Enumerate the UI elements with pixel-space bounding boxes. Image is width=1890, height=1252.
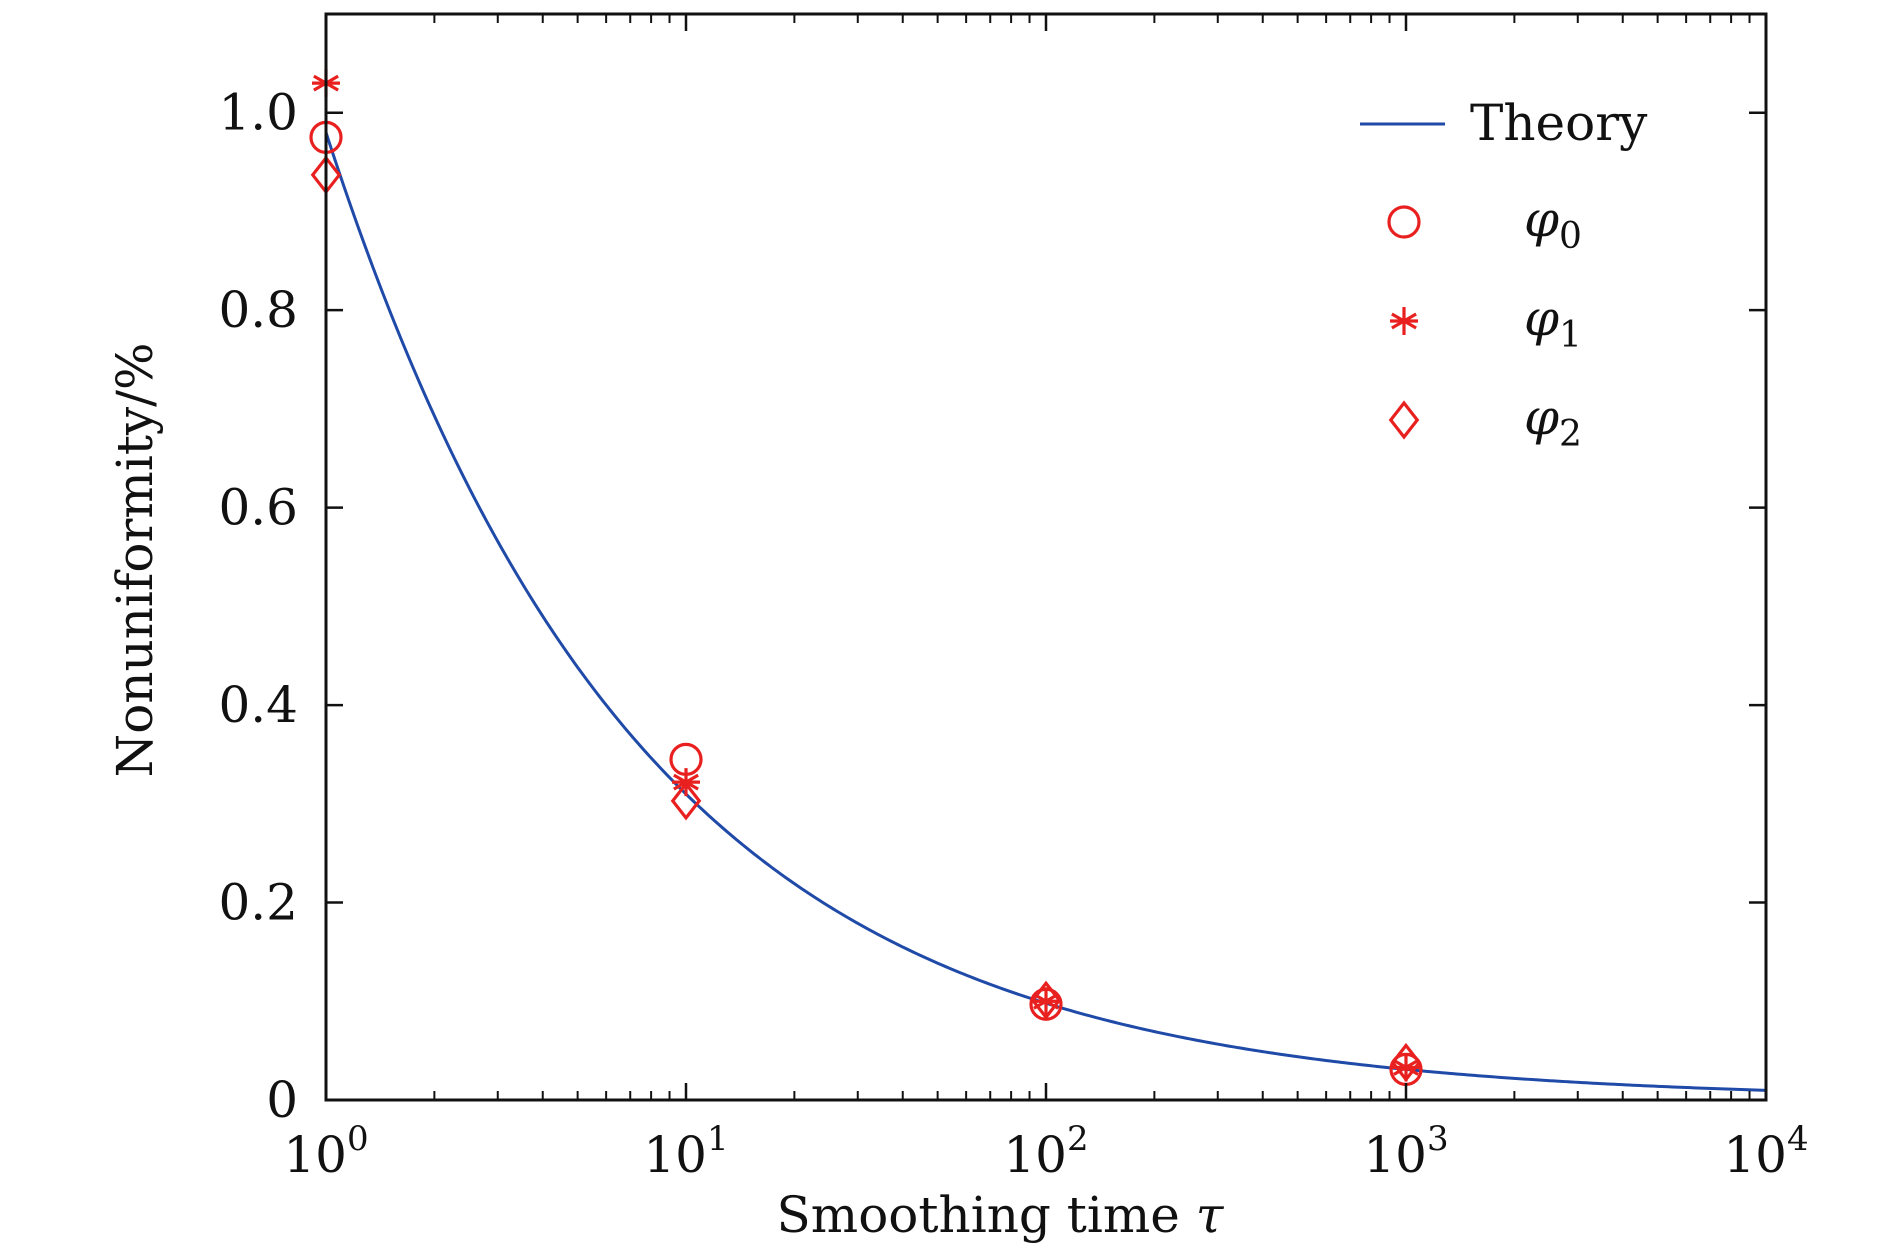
- legend-circle-swatch-shape: [1387, 205, 1421, 239]
- point-diamond-2-2-shape: [1030, 980, 1062, 1020]
- x-tick-label-exponent: 2: [1067, 1119, 1089, 1159]
- data-marks: [309, 69, 1423, 1086]
- x-tick-label-exponent: 1: [707, 1119, 729, 1159]
- legend-label-1: φ1: [1524, 289, 1582, 356]
- x-tick-label-exponent: 4: [1787, 1119, 1809, 1159]
- point-diamond-2-3-shape: [1390, 1042, 1422, 1083]
- y-tick-label-4: 0.8: [218, 281, 298, 339]
- point-diamond-2-1-shape: [670, 781, 702, 821]
- point-asterisk-1-2: [1032, 987, 1060, 1016]
- point-diamond-2-2: [1030, 980, 1062, 1020]
- legend-circle-swatch: [1387, 205, 1421, 239]
- legend-asterisk-swatch-shape: [1390, 307, 1418, 335]
- point-asterisk-1-2-shape: [1032, 987, 1060, 1016]
- legend-label-0: φ0: [1524, 190, 1582, 257]
- theory-curve: [324, 132, 1767, 1092]
- x-tick-label-1: 101: [643, 1119, 728, 1184]
- x-tick-label-0: 100: [283, 1119, 368, 1184]
- x-tick-label-base: 10: [283, 1126, 347, 1184]
- x-tick-label-base: 10: [1723, 1126, 1787, 1184]
- x-tick-label-base: 10: [643, 1126, 707, 1184]
- point-asterisk-1-3-shape: [1392, 1053, 1420, 1082]
- plot-frame: [324, 12, 1768, 1102]
- legend-label-subscript: 2: [1559, 414, 1582, 455]
- legend-label-symbol: φ: [1524, 190, 1559, 248]
- point-diamond-2-1: [670, 781, 702, 821]
- x-tick-label-exponent: 3: [1427, 1119, 1449, 1159]
- legend-label-symbol: φ: [1524, 289, 1559, 347]
- y-tick-label-2: 0.4: [218, 676, 298, 734]
- legend-label-symbol: φ: [1524, 388, 1559, 446]
- legend-diamond-swatch-shape: [1388, 400, 1420, 440]
- y-tick-label-5: 1.0: [218, 84, 298, 142]
- legend-label-subscript: 1: [1559, 315, 1582, 356]
- y-tick-label-1: 0.2: [218, 874, 298, 932]
- x-tick-label-base: 10: [1003, 1126, 1067, 1184]
- x-tick-label-exponent: 0: [347, 1119, 369, 1159]
- legend-theory-label: Theory: [1470, 94, 1648, 152]
- x-tick-label-3: 103: [1363, 1119, 1448, 1184]
- x-axis-label-symbol: τ: [1196, 1186, 1225, 1244]
- x-tick-label-4: 104: [1723, 1119, 1808, 1184]
- plot-area: [324, 132, 1767, 1092]
- x-axis-label: Smoothing time τ: [777, 1186, 1225, 1244]
- legend-label-2: φ2: [1524, 388, 1582, 455]
- y-axis-label: Nonuniformity/%: [106, 342, 164, 777]
- point-asterisk-1-3: [1392, 1053, 1420, 1082]
- y-tick-label-0: 0: [266, 1071, 298, 1129]
- legend-diamond-swatch: [1388, 400, 1420, 440]
- point-diamond-2-3: [1390, 1042, 1422, 1083]
- x-tick-label-2: 102: [1003, 1119, 1088, 1184]
- legend-asterisk-swatch: [1390, 307, 1418, 335]
- x-tick-label-base: 10: [1363, 1126, 1427, 1184]
- y-tick-label-3: 0.6: [218, 479, 298, 537]
- legend-label-subscript: 0: [1559, 216, 1582, 257]
- x-axis-label-text: Smoothing time: [777, 1186, 1196, 1244]
